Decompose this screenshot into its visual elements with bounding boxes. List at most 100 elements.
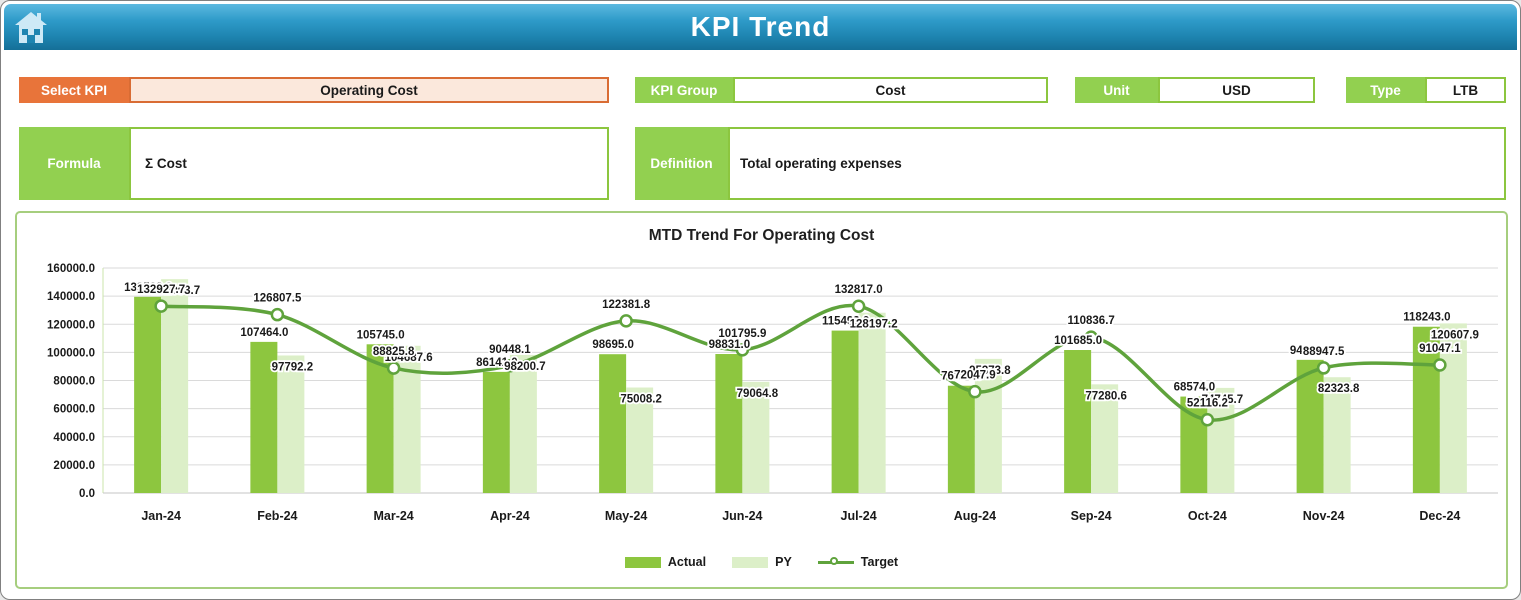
target-label: 91047.1 <box>1419 343 1461 355</box>
x-tick: Jun-24 <box>722 509 762 523</box>
actual-label: 139508.0 <box>124 282 172 294</box>
formula-value: Σ Cost <box>129 127 609 200</box>
py-label: 79064.8 <box>737 388 779 400</box>
select-kpi-field: Select KPI Operating Cost <box>19 77 609 103</box>
py-bar <box>858 312 886 493</box>
unit-label: Unit <box>1075 77 1158 103</box>
py-label: 77280.6 <box>1085 390 1127 402</box>
actual-bar <box>599 354 627 493</box>
target-marker <box>1433 358 1447 372</box>
py-label: 128197.2 <box>850 319 898 331</box>
y-tick: 20000.0 <box>53 460 95 472</box>
target-label: 52116.2 <box>1187 398 1228 410</box>
target-label: 132927.7 <box>137 284 185 296</box>
target-label: 101795.9 <box>718 328 766 340</box>
py-bar <box>1323 377 1351 493</box>
definition-value: Total operating expenses <box>728 127 1506 200</box>
y-tick: 40000.0 <box>53 432 95 444</box>
x-tick: Oct-24 <box>1188 509 1227 523</box>
kpi-group-value: Cost <box>733 77 1048 103</box>
target-label: 122381.8 <box>602 299 651 311</box>
type-label: Type <box>1346 77 1425 103</box>
py-bar <box>626 387 654 493</box>
actual-bar <box>831 330 859 493</box>
y-tick: 100000.0 <box>47 347 95 359</box>
x-tick: Feb-24 <box>257 509 297 523</box>
select-kpi-value[interactable]: Operating Cost <box>129 77 609 103</box>
target-marker <box>619 314 633 328</box>
actual-bar <box>1180 396 1208 493</box>
kpi-group-label: KPI Group <box>635 77 733 103</box>
kpi-group-field: KPI Group Cost <box>635 77 1048 103</box>
unit-value: USD <box>1158 77 1315 103</box>
x-tick: Aug-24 <box>954 509 996 523</box>
actual-label: 98695.0 <box>592 339 634 351</box>
py-label: 82323.8 <box>1318 383 1360 395</box>
target-label: 90448.1 <box>489 344 531 356</box>
y-tick: 60000.0 <box>53 404 95 416</box>
legend-item-target: Target <box>817 555 899 569</box>
target-marker <box>154 299 168 313</box>
py-bar <box>509 354 537 493</box>
target-label: 88825.8 <box>373 346 415 358</box>
py-bars <box>161 279 1467 493</box>
x-tick: Dec-24 <box>1419 509 1460 523</box>
py-label: 75008.2 <box>620 394 662 406</box>
target-marker <box>270 307 285 322</box>
target-line <box>160 303 1440 422</box>
actual-label: 118243.0 <box>1403 312 1450 324</box>
target-marker <box>386 361 401 375</box>
py-bar <box>742 381 770 493</box>
actual-label: 115493.0 <box>822 316 869 328</box>
type-value: LTB <box>1425 77 1506 103</box>
definition-field: Definition Total operating expenses <box>635 127 1506 200</box>
py-label: 98200.7 <box>504 361 546 373</box>
y-axis-tick-labels: 160000.0 140000.0 120000.0 100000.0 80000.0 6… <box>47 263 95 500</box>
legend-label: PY <box>775 555 792 569</box>
home-icon[interactable] <box>11 8 51 48</box>
x-tick: Sep-24 <box>1071 509 1112 523</box>
chart-panel: MTD Trend For Operating Cost 160000.0 140… <box>15 211 1508 589</box>
target-line-swatch-icon <box>817 556 854 568</box>
py-bar <box>1439 323 1467 493</box>
actual-bars <box>134 296 1440 493</box>
legend-label: Actual <box>667 555 707 569</box>
chart-title: MTD Trend For Operating Cost <box>648 227 875 244</box>
definition-label: Definition <box>635 127 728 200</box>
actual-bar <box>1296 359 1324 493</box>
actual-bar <box>482 371 510 493</box>
py-label: 97792.2 <box>272 361 314 373</box>
py-swatch-icon <box>732 556 769 568</box>
actual-label: 94685.0 <box>1290 345 1332 357</box>
py-label: 120607.9 <box>1431 329 1479 341</box>
actual-bar <box>250 341 278 493</box>
py-bar <box>1091 384 1119 493</box>
x-tick: Jan-24 <box>141 509 181 523</box>
actual-bar <box>947 385 975 493</box>
target-label: 110836.7 <box>1067 315 1114 327</box>
target-label: 88947.5 <box>1303 346 1345 358</box>
actual-bar <box>1064 350 1092 493</box>
actual-label: 98831.0 <box>709 339 751 351</box>
gridlines <box>102 267 1498 494</box>
actual-bar <box>1412 326 1440 493</box>
legend-item-py: PY <box>732 555 792 569</box>
target-marker <box>1316 361 1331 375</box>
target-marker <box>1084 330 1098 344</box>
target-marker <box>503 359 517 373</box>
actual-bar <box>715 354 743 493</box>
actual-bar <box>134 296 162 493</box>
target-label: 126807.5 <box>253 293 302 305</box>
legend-label: Target <box>860 555 899 569</box>
actual-label: 101685.0 <box>1054 335 1102 347</box>
y-tick: 120000.0 <box>47 319 95 331</box>
y-tick: 160000.0 <box>47 263 95 275</box>
formula-label: Formula <box>19 127 129 200</box>
target-marker <box>735 343 750 357</box>
y-tick: 0.0 <box>79 488 95 500</box>
py-label: 152063.7 <box>152 285 200 297</box>
header-bar: KPI Trend <box>4 4 1517 50</box>
py-label: 104687.6 <box>385 352 433 364</box>
mtd-trend-chart: 160000.0 140000.0 120000.0 100000.0 80000.0 6… <box>47 263 1498 523</box>
